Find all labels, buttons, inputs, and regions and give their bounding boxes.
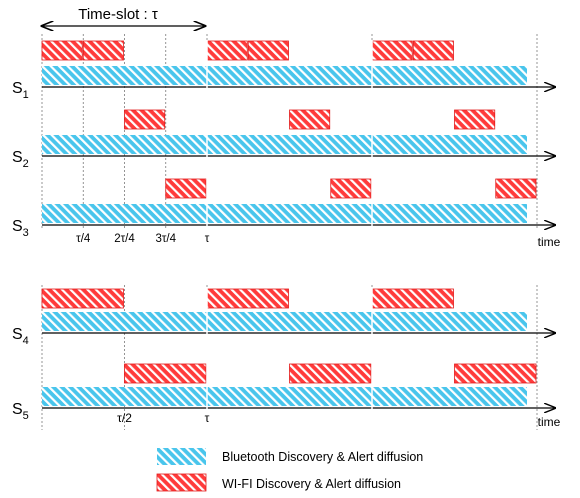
g1-time-label: time [538, 235, 561, 249]
legend-bluetooth-label: Bluetooth Discovery & Alert diffusion [222, 450, 423, 464]
g1-wifi-block-0-2-1 [412, 40, 454, 61]
legend-wifi-label: WI-FI Discovery & Alert diffusion [222, 477, 401, 491]
g1-wifi-block-0-0-1 [82, 40, 124, 61]
g1-bluetooth-bar-1 [42, 135, 527, 154]
g2-wifi-block-1-0-1 [124, 363, 207, 384]
g1-row-label-sub-1: 2 [23, 158, 29, 170]
g1-bluetooth-bar-2 [42, 204, 527, 223]
g2-tick-label-1: τ [205, 411, 210, 425]
g1-tick-label-0: τ/4 [76, 233, 91, 245]
g2-wifi-block-1-2-1 [454, 363, 537, 384]
group-half-slots: S4 S5 τ/2 τ time [12, 285, 561, 430]
g1-wifi-block-1-0-2 [124, 109, 166, 130]
g2-row-label-0: S4 [12, 326, 29, 347]
time-slot-title: Time-slot : τ [78, 6, 158, 23]
g1-bluetooth-bar-0 [42, 66, 527, 85]
g1-tick-label-3: τ [205, 233, 210, 245]
legend-bluetooth-swatch [157, 448, 206, 465]
g1-row-label-sub-0: 1 [23, 89, 29, 101]
g2-bluetooth-bar-0 [42, 312, 527, 331]
g1-wifi-block-0-1-0 [206, 40, 248, 61]
g2-bluetooth-bar-1 [42, 387, 527, 406]
g1-row-label-1: S2 [12, 149, 29, 170]
g2-wifi-block-0-2-0 [371, 288, 454, 309]
g1-wifi-block-2-2-3 [495, 178, 537, 199]
g2-row-label-sub-1: 5 [23, 410, 29, 422]
legend-wifi-swatch [156, 473, 207, 492]
g2-row-label-1: S5 [12, 401, 29, 422]
g2-tick-label-0: τ/2 [117, 411, 132, 425]
g1-row-label-0: S1 [12, 80, 29, 101]
g1-wifi-block-1-2-2 [454, 109, 496, 130]
g1-row-label-2: S3 [12, 218, 29, 239]
g1-tick-label-1: 2τ/4 [114, 233, 135, 245]
group-quarter-slots: S1 S2 S3 τ/4 2τ/4 3τ/4 τ time [12, 34, 561, 249]
g1-wifi-block-0-0-0 [41, 40, 83, 61]
g1-wifi-block-0-2-0 [371, 40, 413, 61]
g1-row-label-sub-2: 3 [23, 227, 29, 239]
g2-wifi-block-1-1-1 [289, 363, 372, 384]
g1-wifi-block-2-1-3 [330, 178, 372, 199]
g1-wifi-block-0-1-1 [247, 40, 289, 61]
g1-wifi-block-2-0-3 [165, 178, 207, 199]
g1-tick-label-2: 3τ/4 [155, 233, 176, 245]
g2-wifi-block-0-1-0 [206, 288, 289, 309]
g1-wifi-block-1-1-2 [289, 109, 331, 130]
g2-row-label-sub-0: 4 [23, 335, 29, 347]
g2-wifi-block-0-0-0 [41, 288, 124, 309]
g2-time-label: time [538, 415, 561, 429]
